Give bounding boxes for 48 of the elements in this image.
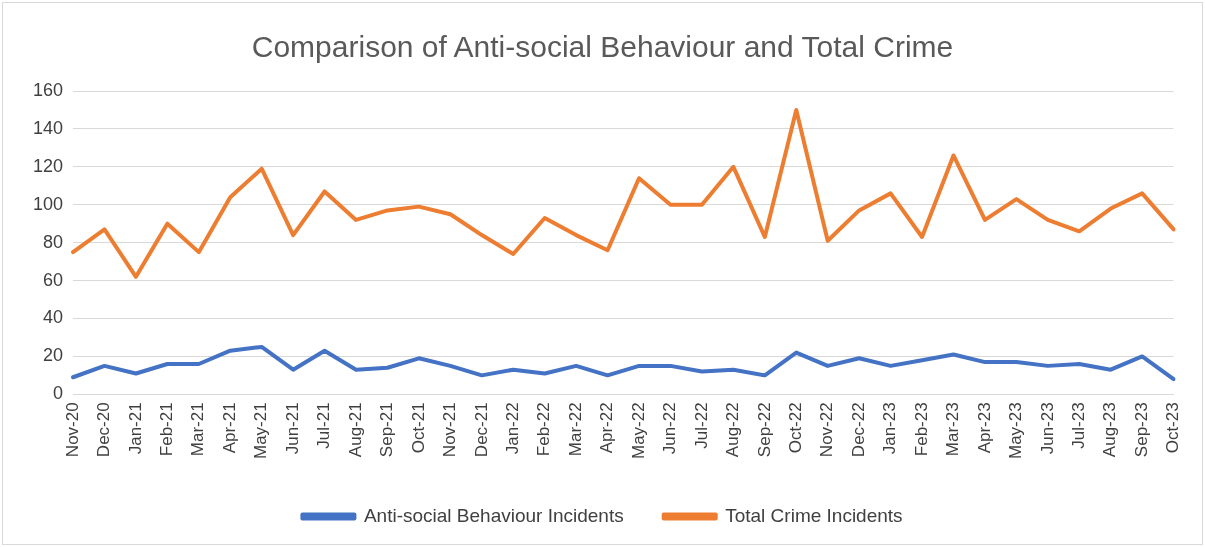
y-tick-label: 0 <box>53 383 64 404</box>
x-tick-label: Apr-22 <box>597 402 617 454</box>
x-tick-label: May-23 <box>1006 402 1026 459</box>
x-tick-label: Mar-22 <box>565 402 585 457</box>
x-tick-label: Aug-21 <box>345 402 365 458</box>
x-tick-label: May-21 <box>251 402 271 459</box>
x-tick-label: Sep-21 <box>377 402 397 458</box>
x-tick-label: Jan-22 <box>502 402 522 455</box>
y-tick-label: 20 <box>43 345 64 366</box>
x-tick-label: Dec-22 <box>848 402 868 458</box>
chart-title: Comparison of Anti-social Behaviour and Total Crime <box>251 30 954 64</box>
y-tick-label: 40 <box>43 307 64 328</box>
legend-label: Anti-social Behaviour Incidents <box>363 504 624 526</box>
y-tick-label: 100 <box>32 193 64 214</box>
y-tick-label: 140 <box>32 117 64 138</box>
x-tick-label: Jul-21 <box>314 402 334 449</box>
x-tick-label: Jul-23 <box>1068 402 1088 449</box>
x-tick-label: Sep-22 <box>754 402 774 458</box>
x-tick-label: Feb-22 <box>534 402 554 457</box>
x-tick-label: Apr-21 <box>219 402 239 454</box>
x-tick-label: Oct-23 <box>1163 402 1183 454</box>
x-tick-label: Jun-22 <box>660 402 680 455</box>
x-tick-label: Mar-21 <box>188 402 208 457</box>
x-tick-label: Nov-20 <box>62 402 82 458</box>
y-tick-label: 60 <box>43 269 64 290</box>
x-tick-label: Nov-21 <box>440 402 460 458</box>
y-tick-label: 160 <box>32 79 64 100</box>
x-tick-label: May-22 <box>628 402 648 459</box>
x-tick-label: Feb-21 <box>157 402 177 457</box>
x-tick-label: Aug-22 <box>723 402 743 458</box>
y-tick-label: 80 <box>43 231 64 252</box>
x-tick-label: Jun-23 <box>1037 402 1057 455</box>
x-tick-label: Jan-23 <box>880 402 900 455</box>
x-tick-label: Mar-23 <box>943 402 963 457</box>
x-tick-label: Feb-23 <box>911 402 931 457</box>
x-tick-label: Jul-22 <box>691 402 711 449</box>
x-tick-label: Sep-23 <box>1131 402 1151 458</box>
x-tick-label: Nov-22 <box>817 402 837 458</box>
x-tick-label: Dec-21 <box>471 402 491 458</box>
x-tick-label: Dec-20 <box>94 402 114 458</box>
x-tick-label: Jun-21 <box>282 402 302 455</box>
x-tick-label: Oct-21 <box>408 402 428 454</box>
x-tick-label: Aug-23 <box>1100 402 1120 458</box>
x-tick-label: Oct-22 <box>785 402 805 454</box>
y-tick-label: 120 <box>32 155 64 176</box>
x-tick-label: Jan-21 <box>125 402 145 455</box>
x-tick-label: Apr-23 <box>974 402 994 454</box>
legend-label: Total Crime Incidents <box>725 504 903 526</box>
